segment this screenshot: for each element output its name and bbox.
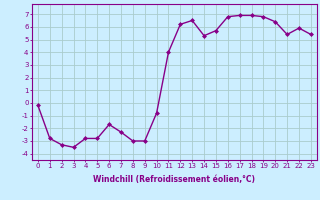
X-axis label: Windchill (Refroidissement éolien,°C): Windchill (Refroidissement éolien,°C) xyxy=(93,175,255,184)
